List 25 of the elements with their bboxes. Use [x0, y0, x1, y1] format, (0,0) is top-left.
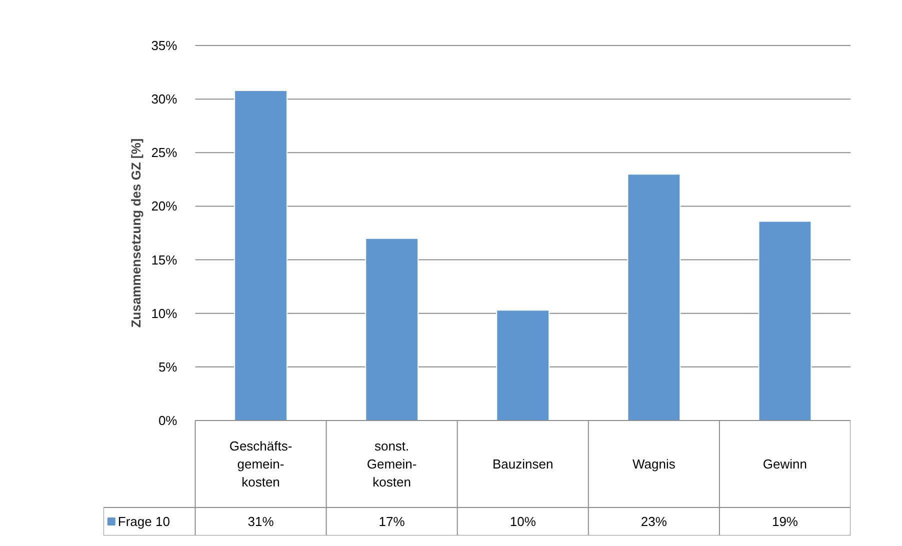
- data-label: 23%: [640, 514, 668, 529]
- bar: [758, 220, 812, 421]
- y-tick-label: 10%: [151, 306, 178, 321]
- y-axis-title: Zusammensetzung des GZ [%]: [128, 138, 144, 328]
- y-tick-label: 20%: [151, 198, 178, 214]
- x-tick-label: sonst. Gemein- kosten: [366, 438, 417, 490]
- data-label: 19%: [772, 514, 798, 529]
- data-label: 31%: [248, 514, 274, 529]
- x-tick-label: Gewinn: [762, 456, 808, 472]
- legend-label: Frage 10: [118, 514, 170, 529]
- x-tick-label: Geschäfts- gemein- kosten: [229, 438, 292, 490]
- y-tick-label: 30%: [151, 92, 178, 107]
- y-tick-label: 25%: [151, 145, 178, 160]
- y-tick-label: 35%: [151, 38, 178, 53]
- bar: [627, 174, 681, 421]
- data-label: 17%: [378, 514, 406, 529]
- bar: [234, 90, 288, 421]
- y-tick-label: 15%: [151, 252, 178, 268]
- y-tick-label: 5%: [158, 359, 178, 374]
- y-tick-label: 0%: [158, 413, 178, 428]
- data-label: 10%: [510, 514, 536, 529]
- x-tick-label: Wagnis: [632, 456, 676, 472]
- x-tick-label: Bauzinsen: [492, 456, 554, 472]
- bar: [496, 310, 550, 421]
- bar: [365, 238, 419, 421]
